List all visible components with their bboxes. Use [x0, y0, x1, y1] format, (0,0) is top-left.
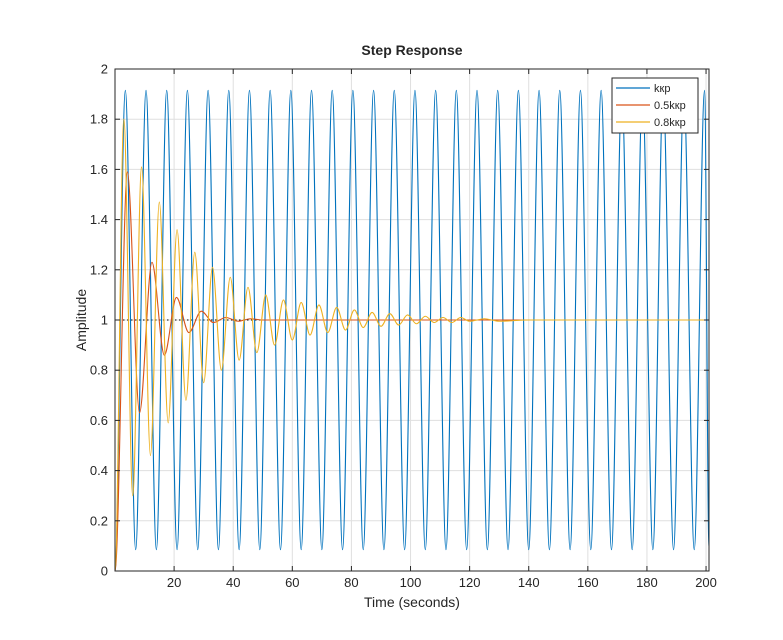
x-tick-label: 40	[226, 575, 240, 590]
series-layer	[114, 89, 710, 572]
y-tick-label: 1.8	[90, 112, 108, 127]
x-tick-label: 60	[285, 575, 299, 590]
y-tick-label: 0.8	[90, 363, 108, 378]
legend-label-0: kкp	[654, 83, 670, 95]
ticks: 0 0.2 0.4 0.6 0.8 1 1.2 1.4 1.6 1.8 2 20 40 60 80 100 12…	[90, 62, 717, 591]
x-tick-label: 160	[577, 575, 599, 590]
y-tick-label: 1.2	[90, 262, 108, 277]
x-tick-label: 180	[636, 575, 658, 590]
y-tick-label: 1.6	[90, 162, 108, 177]
x-tick-label: 140	[518, 575, 540, 590]
chart-title: Step Response	[361, 42, 462, 58]
x-tick-label: 20	[167, 575, 181, 590]
y-tick-label: 0	[101, 564, 108, 579]
x-tick-label: 200	[695, 575, 717, 590]
x-tick-label: 100	[400, 575, 422, 590]
legend-label-2: 0.8kкp	[654, 117, 686, 129]
y-tick-label: 0.6	[90, 413, 108, 428]
series-line-0	[114, 89, 710, 572]
y-tick-label: 1.4	[90, 212, 108, 227]
y-tick-label: 0.4	[90, 463, 108, 478]
series-line-2	[114, 118, 709, 572]
legend: kкp 0.5kкp 0.8kкp	[611, 77, 699, 134]
legend-label-1: 0.5kкp	[654, 100, 686, 112]
y-axis-label: Amplitude	[73, 289, 89, 351]
x-tick-label: 120	[459, 575, 481, 590]
y-tick-label: 0.2	[90, 513, 108, 528]
x-axis-label: Time (seconds)	[364, 594, 460, 610]
x-tick-label: 80	[344, 575, 358, 590]
y-tick-label: 1	[101, 313, 108, 328]
y-tick-label: 2	[101, 62, 108, 77]
